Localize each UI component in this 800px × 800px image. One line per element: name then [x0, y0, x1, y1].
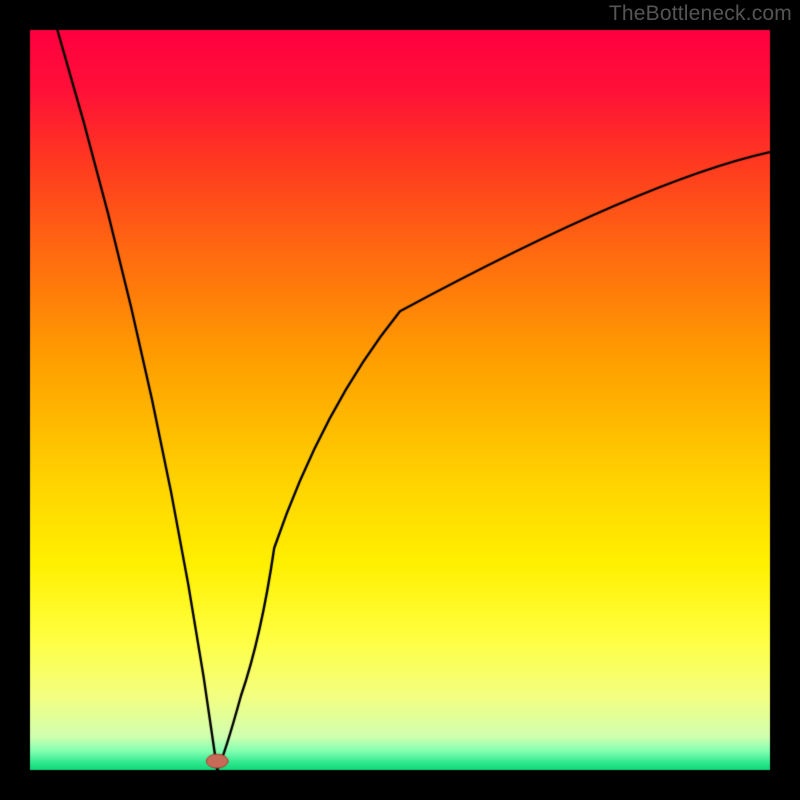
watermark-text: TheBottleneck.com	[609, 2, 792, 26]
bottleneck-chart	[0, 0, 800, 800]
